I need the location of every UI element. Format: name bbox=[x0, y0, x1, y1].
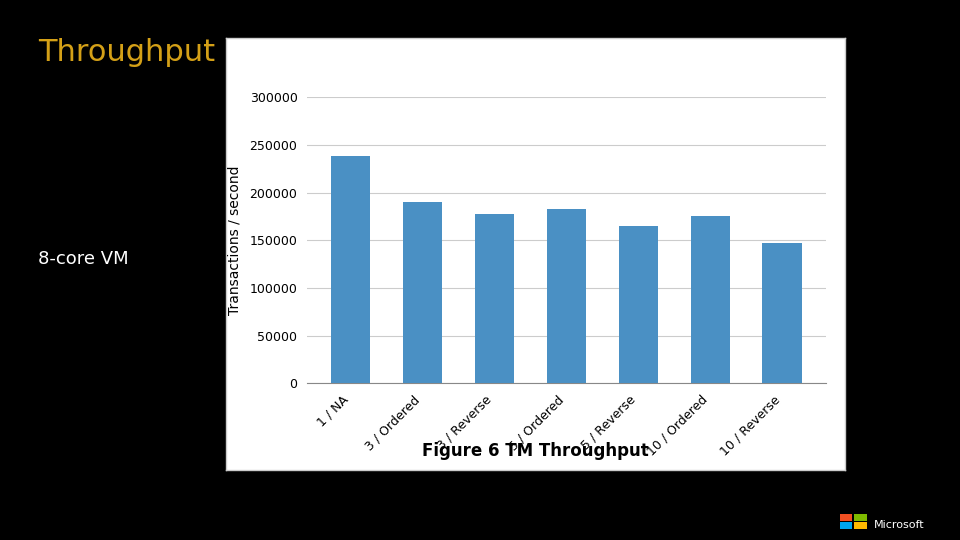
Text: Throughput: Throughput bbox=[38, 38, 216, 67]
Bar bbox=[762, 243, 802, 383]
Bar bbox=[402, 202, 443, 383]
Bar bbox=[331, 157, 371, 383]
Text: Figure 6 TM Throughput: Figure 6 TM Throughput bbox=[421, 442, 649, 460]
Bar bbox=[474, 214, 515, 383]
Text: Microsoft: Microsoft bbox=[874, 519, 924, 530]
Bar bbox=[618, 226, 659, 383]
Bar bbox=[690, 217, 731, 383]
Y-axis label: Transactions / second: Transactions / second bbox=[228, 166, 241, 315]
Bar bbox=[546, 209, 587, 383]
Text: 8-core VM: 8-core VM bbox=[38, 250, 129, 268]
